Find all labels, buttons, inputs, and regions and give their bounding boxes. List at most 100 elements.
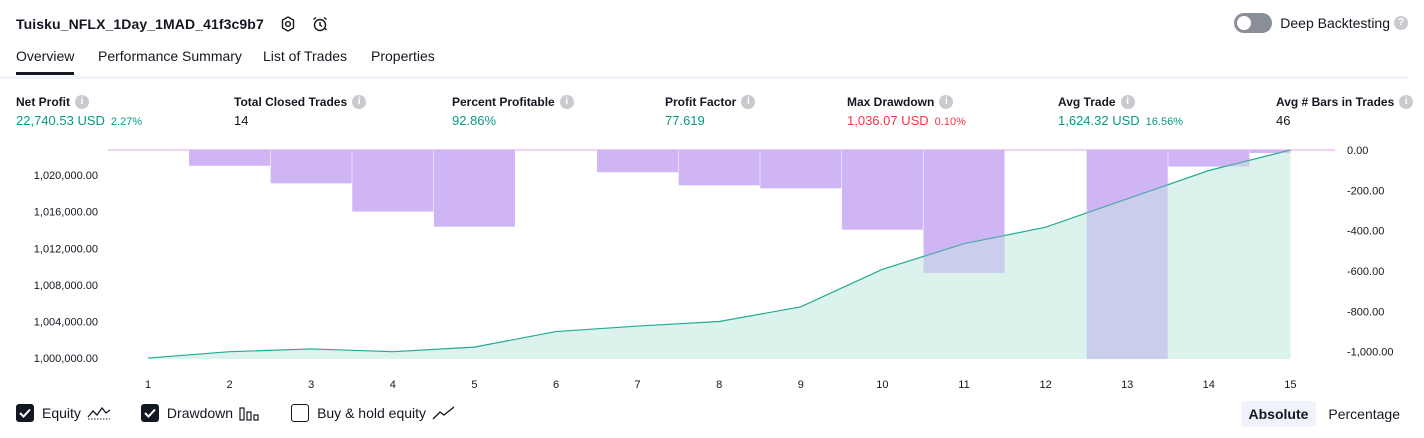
drawdown-bar xyxy=(270,150,352,184)
metric-value: 1,624.32 USD xyxy=(1058,113,1140,128)
x-axis-tick-label: 8 xyxy=(716,379,722,391)
x-axis-tick-label: 11 xyxy=(958,379,969,391)
metric-label: Avg # Bars in Trades xyxy=(1276,94,1395,109)
drawdown-bar xyxy=(760,150,842,189)
drawdown-bar-overlay xyxy=(1086,150,1168,359)
info-icon[interactable]: i xyxy=(939,94,954,109)
right-axis-tick-label: -600.00 xyxy=(1347,266,1384,278)
legend-label: Buy & hold equity xyxy=(317,405,427,421)
legend-buy-hold[interactable]: Buy & hold equity xyxy=(291,404,456,422)
drawdown-bar-overlay xyxy=(189,150,271,166)
metric-percent: 2.27% xyxy=(110,116,143,128)
left-axis-tick-label: 1,016,000.00 xyxy=(34,207,98,219)
left-axis-tick-label: 1,012,000.00 xyxy=(34,243,98,255)
info-icon[interactable]: i xyxy=(1399,94,1414,109)
drawdown-bar-overlay xyxy=(352,150,434,212)
drawdown-bar-overlay xyxy=(1168,150,1250,167)
drawdown-bar-overlay xyxy=(841,150,923,230)
drawdown-bar xyxy=(841,150,923,230)
metric-value: 1,036.07 USD xyxy=(847,113,929,128)
x-axis-tick-label: 12 xyxy=(1039,379,1051,391)
view-mode-switch: Absolute Percentage xyxy=(1240,401,1409,427)
buy-hold-checkbox[interactable] xyxy=(291,404,310,422)
metric-label: Net Profit xyxy=(16,94,70,109)
deep-backtesting-toggle[interactable] xyxy=(1234,13,1273,33)
right-axis-tick-label: -400.00 xyxy=(1347,226,1384,238)
drawdown-bar-overlay xyxy=(270,150,352,184)
drawdown-bar-overlay xyxy=(923,150,1005,274)
tab-list-of-trades[interactable]: List of Trades xyxy=(263,48,348,64)
left-axis-tick-label: 1,000,000.00 xyxy=(34,353,98,365)
drawdown-bar xyxy=(597,150,679,173)
percentage-button[interactable]: Percentage xyxy=(1328,406,1400,422)
metric-avg-trade: Avg Trade i 1,624.32 USD 16.56% xyxy=(1058,94,1183,128)
metric-percent: 16.56% xyxy=(1145,116,1183,128)
settings-icon[interactable] xyxy=(278,14,298,34)
right-axis-tick-label: -1,000.00 xyxy=(1347,347,1393,359)
metric-max-drawdown: Max Drawdown i 1,036.07 USD 0.10% xyxy=(847,94,966,128)
metric-label: Max Drawdown xyxy=(847,94,935,109)
info-icon[interactable]: i xyxy=(741,94,756,109)
info-icon[interactable]: i xyxy=(352,94,367,109)
drawdown-bar xyxy=(678,150,760,186)
legend-label: Drawdown xyxy=(166,405,234,421)
drawdown-checkbox[interactable] xyxy=(140,404,159,422)
strategy-name: Tuisku_NFLX_1Day_1MAD_41f3c9b7 xyxy=(16,16,264,32)
x-axis-tick-label: 13 xyxy=(1121,379,1133,391)
metric-value: 22,740.53 USD xyxy=(16,113,105,128)
deep-backtesting-label: Deep Backtesting xyxy=(1280,15,1390,31)
strategy-header: Tuisku_NFLX_1Day_1MAD_41f3c9b7 xyxy=(16,14,330,34)
metric-avg-bars: Avg # Bars in Trades i 46 xyxy=(1276,94,1414,128)
info-icon[interactable]: i xyxy=(75,94,89,109)
tab-properties[interactable]: Properties xyxy=(371,48,435,64)
legend-label: Equity xyxy=(42,405,81,421)
metric-label: Total Closed Trades xyxy=(234,94,348,109)
metric-value: 14 xyxy=(234,113,249,128)
metric-label: Avg Trade xyxy=(1058,94,1116,109)
equity-area xyxy=(148,150,1291,359)
left-axis-tick-label: 1,020,000.00 xyxy=(34,170,98,182)
legend-drawdown[interactable]: Drawdown xyxy=(140,404,261,422)
right-axis-tick-label: 0.00 xyxy=(1347,145,1368,157)
x-axis-tick-label: 10 xyxy=(876,379,888,391)
tab-bar: Overview Performance Summary List of Tra… xyxy=(0,44,1408,79)
deep-backtesting-control: Deep Backtesting ? xyxy=(1234,13,1408,33)
metric-net-profit: Net Profit i 22,740.53 USD 2.27% xyxy=(16,94,142,128)
x-axis-tick-label: 2 xyxy=(227,379,233,391)
info-icon[interactable]: i xyxy=(1120,94,1135,109)
drawdown-bar xyxy=(352,150,434,212)
equity-checkbox[interactable] xyxy=(16,404,34,422)
drawdown-bar-overlay xyxy=(678,150,760,186)
bar-chart-icon xyxy=(239,405,261,421)
chart-legend: Equity Drawdown Buy & hold equity xyxy=(16,404,486,422)
right-axis-tick-label: -800.00 xyxy=(1347,306,1384,318)
metric-value: 46 xyxy=(1276,113,1291,128)
tab-overview[interactable]: Overview xyxy=(16,48,75,75)
alarm-clock-icon[interactable] xyxy=(310,14,330,34)
legend-equity[interactable]: Equity xyxy=(16,404,111,422)
drawdown-bar-overlay xyxy=(1249,150,1291,154)
x-axis-tick-label: 14 xyxy=(1203,379,1215,391)
metric-profit-factor: Profit Factor i 77.619 xyxy=(665,94,756,128)
metric-value: 77.619 xyxy=(665,113,705,128)
x-axis-tick-label: 6 xyxy=(553,379,559,391)
tab-performance-summary[interactable]: Performance Summary xyxy=(98,48,242,64)
left-axis-tick-label: 1,004,000.00 xyxy=(34,316,98,328)
drawdown-bar xyxy=(1168,150,1250,167)
metric-label: Percent Profitable xyxy=(452,94,555,109)
metric-value: 92.86% xyxy=(452,113,497,128)
metric-label: Profit Factor xyxy=(665,94,737,109)
drawdown-bar xyxy=(189,150,271,166)
equity-line-icon xyxy=(87,405,111,421)
absolute-button[interactable]: Absolute xyxy=(1240,401,1317,427)
drawdown-bar xyxy=(433,150,515,227)
x-axis-tick-label: 9 xyxy=(798,379,804,391)
drawdown-bar-overlay xyxy=(760,150,842,189)
metric-percent: 0.10% xyxy=(934,116,966,128)
info-icon[interactable]: i xyxy=(559,94,574,109)
x-axis-tick-label: 1 xyxy=(145,379,151,391)
right-axis-tick-label: -200.00 xyxy=(1347,185,1384,197)
help-icon[interactable]: ? xyxy=(1394,16,1408,30)
x-axis-tick-label: 15 xyxy=(1284,379,1296,391)
x-axis-tick-label: 3 xyxy=(308,379,314,391)
